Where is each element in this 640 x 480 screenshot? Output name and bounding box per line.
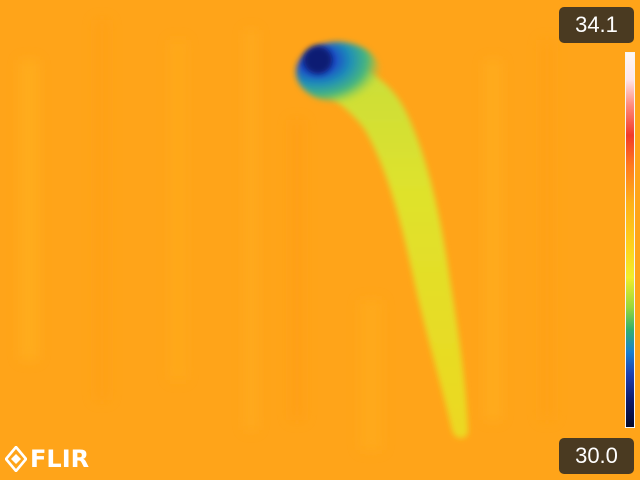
max-temperature-label: 34.1 — [559, 7, 634, 43]
logo-text: FLIR — [30, 445, 90, 473]
thermal-plume-body — [315, 60, 469, 439]
min-temperature-label: 30.0 — [559, 438, 634, 474]
background-texture — [20, 20, 554, 450]
temperature-color-scale — [625, 52, 635, 428]
cold-spot-core — [304, 46, 332, 74]
flir-diamond-icon — [5, 446, 27, 472]
flir-logo: FLIR — [5, 444, 89, 474]
